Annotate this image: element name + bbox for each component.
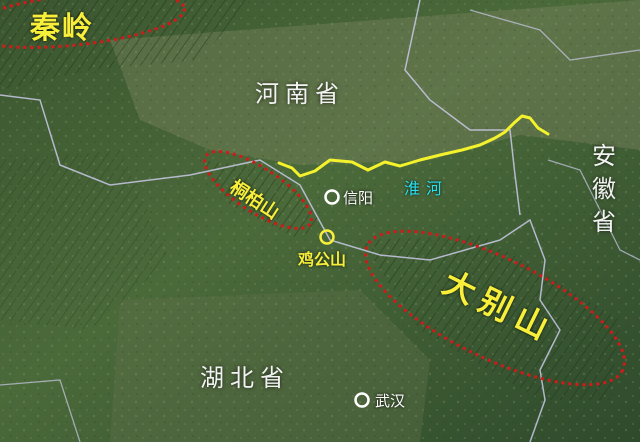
province-border-ne (469, 9, 640, 61)
xinyang-marker (324, 189, 340, 205)
qinling-ridges (0, 0, 250, 90)
western-ridges (0, 150, 170, 330)
xinyang-label: 信阳 (343, 189, 374, 207)
wuhan-marker (354, 392, 370, 408)
qinling-label: 秦岭 (30, 11, 94, 46)
hubei-label: 湖北省 (200, 364, 290, 392)
jigong-label: 鸡公山 (298, 250, 347, 269)
province-border-east (404, 0, 521, 216)
tongbai-outline (203, 150, 313, 230)
dabie-ridges (360, 235, 620, 400)
huai-river-line (277, 114, 550, 178)
dabie-outline (364, 229, 626, 387)
province-border-anhui (547, 159, 640, 261)
jigong-marker (319, 229, 335, 245)
anhui-label: 安徽省 (592, 142, 616, 236)
qinling-outline (0, 0, 186, 49)
province-border (0, 94, 561, 442)
huai-river-label: 淮河 (404, 179, 449, 198)
province-border-sw (0, 379, 81, 442)
tongbai-ridges (200, 160, 320, 240)
henan-label: 河南省 (255, 80, 345, 108)
wuhan-label: 武汉 (375, 392, 406, 410)
